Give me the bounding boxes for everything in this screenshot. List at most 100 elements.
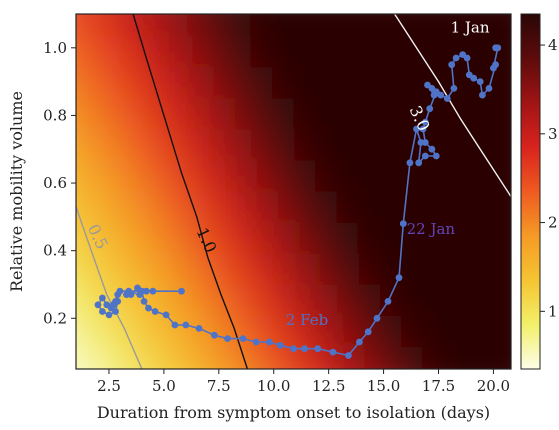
heatmap-cell (508, 160, 511, 193)
heatmap-cell (272, 284, 295, 317)
series-point (432, 88, 440, 96)
heatmap-cell (443, 191, 467, 224)
series-point (373, 314, 381, 322)
heatmap-cell (250, 160, 274, 193)
heatmap-cell (229, 0, 252, 6)
heatmap-cell (293, 98, 316, 131)
series-point (301, 345, 308, 353)
heatmap-cell (336, 67, 359, 100)
heatmap-cell (357, 129, 381, 162)
heatmap-cell (58, 378, 81, 410)
heatmap-cell (293, 222, 316, 255)
heatmap-cell (250, 98, 274, 131)
heatmap-cell (164, 346, 188, 369)
heatmap-cell (443, 129, 467, 162)
heatmap-cell (78, 346, 102, 369)
heatmap-cell (272, 160, 295, 193)
heatmap-cell (36, 5, 59, 37)
heatmap-cell (164, 36, 188, 69)
heatmap-cell (422, 0, 445, 6)
series-point (465, 71, 473, 79)
series-point (448, 61, 456, 69)
heatmap-cell (422, 315, 445, 348)
series-point (252, 338, 260, 346)
y-tick-label: 0.6 (43, 174, 67, 192)
heatmap-cell (293, 191, 316, 224)
heatmap-cell (508, 129, 511, 162)
heatmap-cell (143, 14, 166, 38)
heatmap-cell (357, 284, 381, 317)
series-point (452, 54, 460, 62)
heatmap-cell (164, 315, 188, 348)
heatmap-cell (422, 253, 445, 286)
heatmap-cell (100, 98, 123, 131)
heatmap-cell (465, 253, 488, 286)
series-point (476, 78, 484, 85)
heatmap-cell (143, 160, 166, 193)
heatmap-cell (186, 98, 209, 131)
heatmap-cell (229, 14, 252, 38)
heatmap-cell (272, 0, 295, 6)
series-point (125, 287, 133, 295)
heatmap-cell (272, 14, 295, 38)
heatmap-cell (379, 36, 402, 69)
heatmap-cell (486, 253, 510, 286)
series-point (356, 338, 363, 346)
heatmap-cell (294, 0, 317, 6)
series-point (265, 338, 273, 346)
heatmap-cell (143, 253, 166, 286)
heatmap-cell (508, 222, 511, 255)
heatmap-cell (164, 253, 188, 286)
heatmap-surface (36, 0, 553, 410)
series-point (171, 321, 179, 329)
heatmap-cell (207, 222, 231, 255)
heatmap-cell (315, 98, 338, 131)
heatmap-cell (229, 191, 252, 224)
heatmap-cell (229, 315, 252, 348)
series-point (151, 308, 159, 315)
heatmap-cell (186, 160, 209, 193)
heatmap-cell (400, 98, 424, 131)
heatmap-cell (508, 98, 511, 131)
heatmap-cell (336, 98, 359, 131)
series-point (428, 145, 436, 153)
heatmap-cell (272, 129, 295, 162)
heatmap-cell (486, 14, 510, 38)
heatmap-cell (357, 98, 381, 131)
series-point (417, 139, 425, 146)
heatmap-cell (36, 67, 59, 99)
heatmap-cell (78, 129, 102, 162)
series-point (384, 298, 392, 305)
series-point (103, 301, 111, 309)
heatmap-cell (357, 36, 381, 69)
x-tick-label: 12.5 (312, 377, 345, 395)
heatmap-cell (293, 315, 316, 348)
heatmap-cell (143, 0, 166, 6)
heatmap-cell (357, 160, 381, 193)
series-point (421, 152, 429, 160)
heatmap-cell (76, 36, 80, 69)
heatmap-cell (100, 36, 123, 69)
series-point (485, 85, 493, 92)
y-tick-label: 0.4 (43, 242, 67, 260)
heatmap-cell (379, 14, 402, 38)
annotation-label: 22 Jan (407, 220, 456, 238)
series-point (149, 287, 157, 295)
heatmap-cell (465, 98, 488, 131)
series-point (492, 61, 499, 69)
heatmap-cell (530, 0, 553, 6)
heatmap-cell (315, 191, 338, 224)
heatmap-cell (78, 14, 102, 38)
heatmap-cell (422, 222, 445, 255)
heatmap-cell (336, 129, 359, 162)
colorbar-tick-label: 2 (548, 214, 558, 232)
heatmap-cell (272, 346, 295, 369)
heatmap-cell (76, 129, 80, 162)
series-point (329, 348, 337, 356)
plot-frame (75, 13, 512, 370)
heatmap-cell (78, 98, 102, 131)
series-point (494, 44, 502, 52)
series-point (99, 308, 106, 315)
series-point (314, 345, 322, 353)
heatmap-cell (121, 253, 145, 286)
